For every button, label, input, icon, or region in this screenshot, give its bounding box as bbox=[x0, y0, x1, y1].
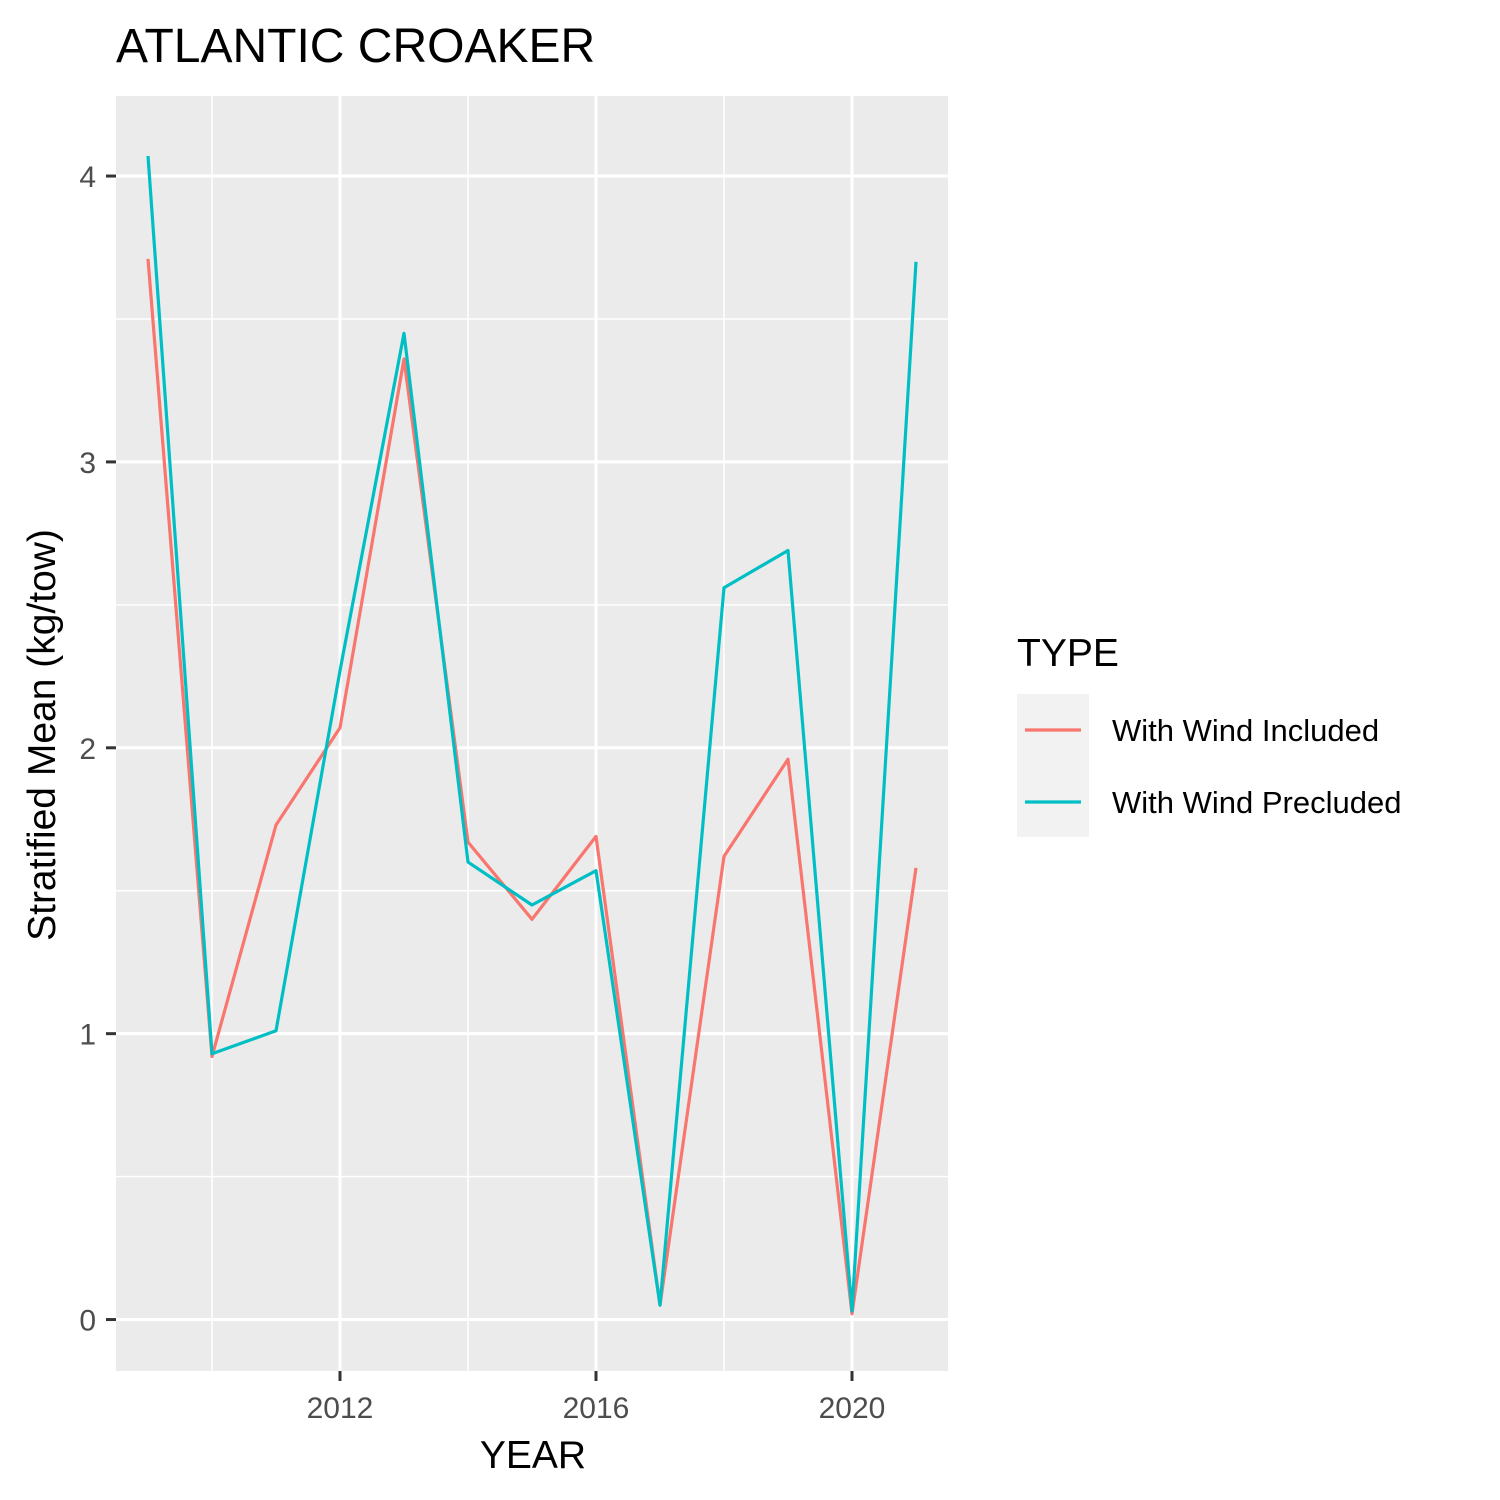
legend-label: With Wind Included bbox=[1112, 713, 1379, 748]
y-tick-label: 1 bbox=[79, 1019, 96, 1052]
y-tick-label: 4 bbox=[79, 161, 96, 194]
y-tick-label: 3 bbox=[79, 447, 96, 480]
x-tick-label: 2012 bbox=[307, 1392, 374, 1425]
series-line-2 bbox=[146, 155, 918, 1313]
x-tick-label: 2020 bbox=[819, 1392, 886, 1425]
legend-items: With Wind Included With Wind Precluded bbox=[1025, 713, 1401, 820]
chart-title: ATLANTIC CROAKER bbox=[116, 20, 595, 73]
legend-key-background bbox=[1017, 694, 1089, 837]
legend-title: TYPE bbox=[1017, 632, 1119, 675]
y-axis-title: Stratified Mean (kg/tow) bbox=[21, 529, 64, 941]
x-axis: 2012 2016 2020 bbox=[307, 1371, 886, 1425]
plot-panel bbox=[116, 96, 948, 1371]
legend-label: With Wind Precluded bbox=[1112, 785, 1401, 820]
major-gridlines bbox=[116, 96, 948, 1371]
y-axis: 0 1 2 3 4 bbox=[79, 161, 116, 1338]
legend: TYPE With Wind Included With Wind Preclud… bbox=[1017, 632, 1401, 837]
y-tick-label: 2 bbox=[79, 733, 96, 766]
minor-gridlines bbox=[116, 96, 948, 1371]
series-line-1 bbox=[146, 258, 918, 1316]
x-tick-label: 2016 bbox=[563, 1392, 630, 1425]
x-axis-title: YEAR bbox=[480, 1434, 586, 1477]
series-lines bbox=[146, 155, 918, 1316]
y-tick-label: 0 bbox=[79, 1305, 96, 1338]
